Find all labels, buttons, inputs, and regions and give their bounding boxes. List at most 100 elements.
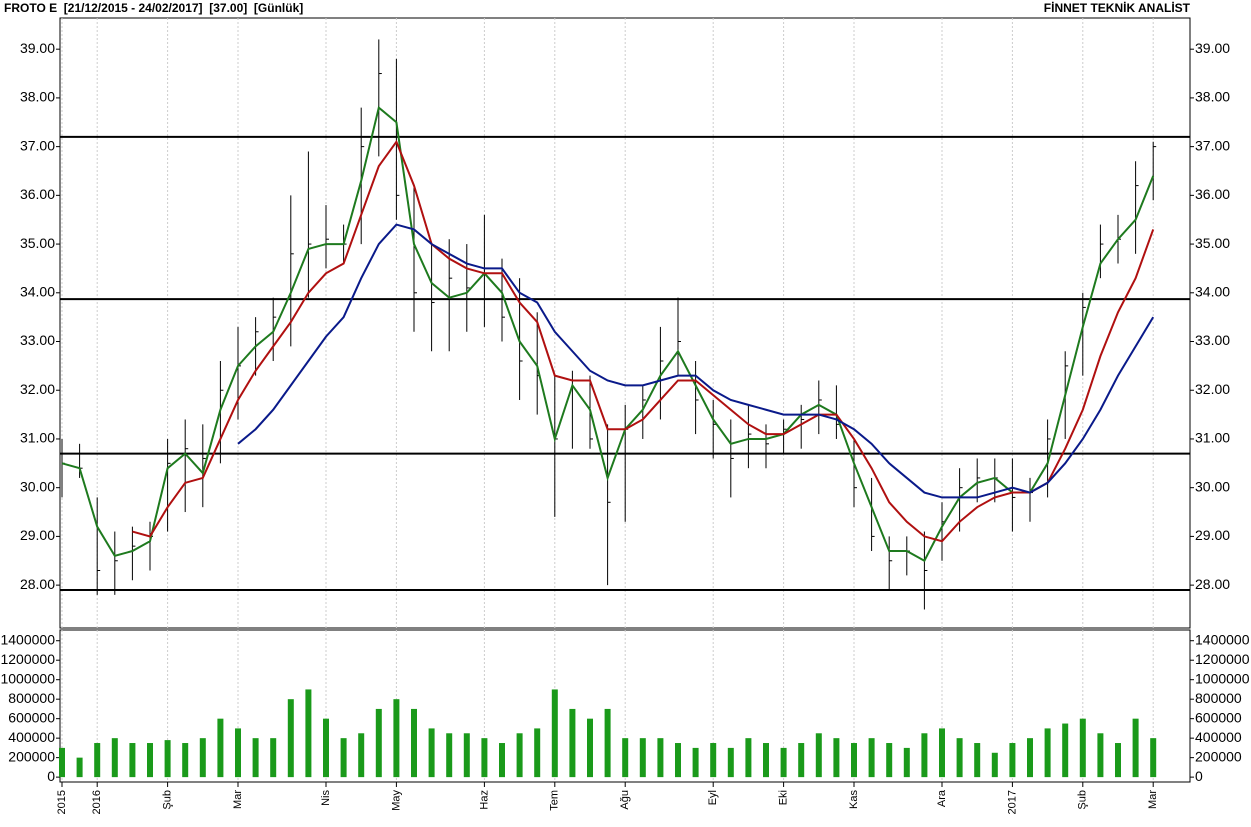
- volume-bar: [340, 738, 347, 778]
- volume-bar: [252, 738, 259, 778]
- x-tick-label: Mar: [1147, 790, 1159, 809]
- y-tick-label: 30.00: [20, 478, 55, 494]
- y-tick-label: 800000: [1195, 690, 1242, 706]
- moving-average: [132, 139, 1155, 543]
- volume-bar: [763, 743, 769, 778]
- y-tick-label: 1400000: [1195, 631, 1250, 647]
- y-tick-label: 32.00: [1195, 381, 1230, 397]
- volume-bar: [851, 743, 857, 778]
- y-tick-label: 400000: [1195, 729, 1242, 745]
- volume-bar: [305, 689, 312, 778]
- y-tick-label: 30.00: [1195, 478, 1230, 494]
- volume-bar: [1115, 743, 1121, 778]
- y-tick-label: 200000: [8, 748, 55, 764]
- x-tick-label: 2016: [91, 790, 103, 814]
- y-tick-label: 37.00: [20, 137, 55, 153]
- volume-bar: [481, 738, 488, 778]
- y-tick-label: 32.00: [20, 381, 55, 397]
- x-tick-label: Eyl: [707, 790, 719, 805]
- y-tick-label: 38.00: [20, 89, 55, 105]
- y-tick-label: 39.00: [1195, 40, 1230, 56]
- volume-bar: [1079, 718, 1086, 778]
- volume-bar: [1097, 733, 1104, 778]
- volume-bar: [886, 743, 893, 778]
- volume-bar: [798, 743, 805, 778]
- volume-bar: [939, 728, 945, 778]
- volume-bar: [657, 738, 664, 778]
- y-tick-label: 37.00: [1195, 137, 1230, 153]
- volume-bar: [1009, 743, 1016, 778]
- volume-bar: [692, 747, 699, 778]
- x-tick-label: 2017: [1006, 790, 1018, 814]
- volume-bar: [868, 738, 875, 778]
- x-tick-label: Eki: [778, 790, 790, 805]
- y-tick-label: 34.00: [1195, 283, 1230, 299]
- volume-bar: [569, 708, 576, 778]
- y-tick-label: 1200000: [0, 651, 55, 667]
- x-tick-label: Tem: [549, 790, 561, 811]
- volume-bar: [76, 757, 83, 778]
- y-tick-label: 31.00: [1195, 430, 1230, 446]
- volume-bar: [375, 708, 382, 778]
- x-tick-label: 2015: [56, 790, 68, 814]
- volume-bar: [358, 733, 365, 778]
- y-tick-label: 33.00: [20, 332, 55, 348]
- y-tick-label: 600000: [1195, 709, 1242, 725]
- volume-bar: [287, 699, 294, 778]
- volume-bar: [1150, 738, 1157, 778]
- volume-bar: [94, 743, 101, 778]
- volume-bar: [956, 738, 963, 778]
- x-tick-label: Nis: [320, 790, 332, 806]
- y-tick-label: 29.00: [20, 527, 55, 543]
- y-tick-label: 1200000: [1195, 651, 1250, 667]
- y-tick-label: 0: [47, 768, 55, 784]
- volume-bar: [428, 728, 435, 778]
- volume-bar: [323, 718, 329, 778]
- volume-bar: [111, 738, 118, 778]
- volume-bar: [199, 738, 206, 778]
- volume-bar: [903, 747, 910, 778]
- source: FİNNET TEKNİK ANALİST: [1044, 0, 1191, 15]
- volume-bar: [587, 718, 593, 778]
- volume-bar: [393, 699, 400, 778]
- volume-bar: [551, 689, 558, 778]
- volume-bar: [164, 740, 171, 778]
- y-tick-label: 400000: [8, 729, 55, 745]
- volume-bar: [991, 752, 998, 778]
- y-tick-label: 35.00: [1195, 235, 1230, 251]
- chart-title: FROTO E [21/12/2015 - 24/02/2017] [37.00…: [4, 1, 303, 15]
- y-tick-label: 29.00: [1195, 527, 1230, 543]
- volume-bar: [129, 743, 136, 778]
- moving-average: [61, 105, 1155, 563]
- y-tick-label: 36.00: [1195, 186, 1230, 202]
- y-tick-label: 34.00: [20, 283, 55, 299]
- volume-bar: [411, 708, 417, 778]
- volume-bar: [1132, 718, 1139, 778]
- y-tick-label: 33.00: [1195, 332, 1230, 348]
- volume-bar: [59, 747, 65, 778]
- volume-bar: [921, 733, 928, 778]
- volume-bar: [147, 743, 153, 778]
- y-tick-label: 1000000: [1195, 670, 1250, 686]
- y-tick-label: 1000000: [0, 670, 55, 686]
- volume-bar: [270, 738, 277, 778]
- volume-bar: [604, 708, 611, 778]
- y-tick-label: 28.00: [1195, 576, 1230, 592]
- y-tick-label: 0: [1195, 768, 1203, 784]
- volume-bar: [639, 738, 646, 778]
- y-tick-label: 31.00: [20, 430, 55, 446]
- y-tick-label: 39.00: [20, 40, 55, 56]
- volume-bar: [745, 738, 752, 778]
- x-tick-label: Ara: [936, 789, 948, 807]
- x-tick-label: Şub: [162, 790, 174, 810]
- volume-bar: [446, 733, 453, 778]
- volume-bar: [815, 733, 822, 778]
- volume-bar: [833, 738, 840, 778]
- moving-average: [237, 223, 1155, 499]
- x-tick-label: May: [390, 790, 402, 811]
- volume-bar: [622, 738, 629, 778]
- x-tick-label: Şub: [1077, 790, 1089, 810]
- volume-bar: [780, 747, 787, 778]
- volume-bar: [182, 743, 189, 778]
